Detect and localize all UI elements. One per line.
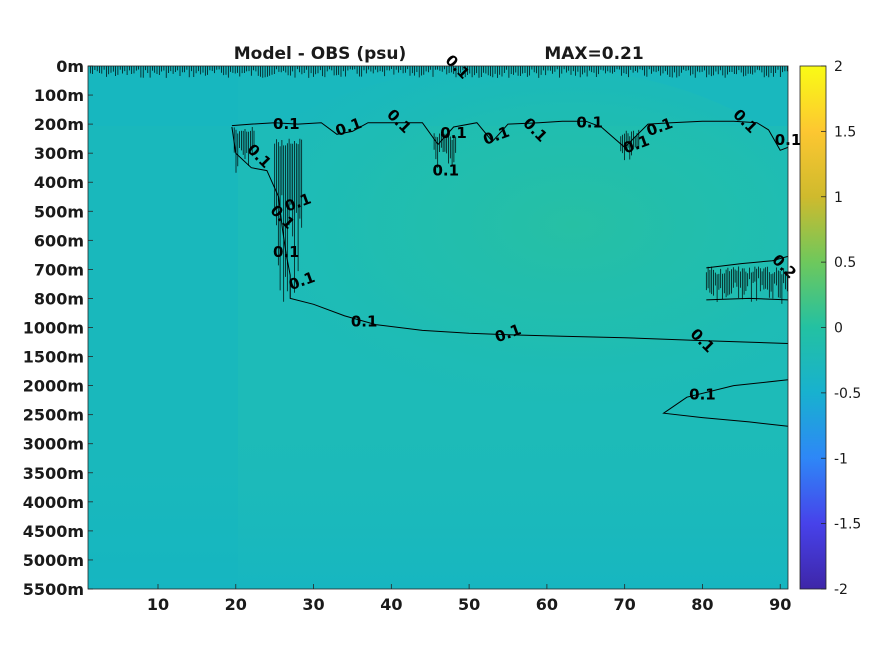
chart-title: Model - OBS (psu) xyxy=(234,44,407,64)
field-left-column xyxy=(88,66,238,589)
colorbar-tick-label: 2 xyxy=(834,59,843,75)
colorbar-tick-label: -0.5 xyxy=(834,386,861,402)
y-tick-label: 2500m xyxy=(23,406,84,425)
y-tick-label: 3500m xyxy=(23,464,84,483)
x-axis: 10 20 30 40 50 60 70 80 90 xyxy=(147,584,791,614)
colorbar-tick-label: 1 xyxy=(834,190,843,206)
colorbar-tick-label: -1 xyxy=(834,451,848,467)
x-tick-label: 50 xyxy=(458,595,480,614)
y-tick-label: 700m xyxy=(34,260,84,279)
contour-striations xyxy=(89,66,788,304)
y-tick-label: 400m xyxy=(34,173,84,192)
y-tick-label: 800m xyxy=(34,289,84,308)
x-tick-label: 40 xyxy=(380,595,402,614)
colorbar-tick-label: -2 xyxy=(834,582,848,598)
contour-label: 0.1 xyxy=(576,114,603,132)
contour-lines xyxy=(231,120,788,427)
y-tick-label: 500m xyxy=(34,202,84,221)
y-tick-label: 4500m xyxy=(23,522,84,541)
x-tick-label: 30 xyxy=(302,595,324,614)
y-tick-label: 0m xyxy=(56,57,84,76)
x-tick-label: 10 xyxy=(147,595,169,614)
field-deep-layer xyxy=(88,430,788,589)
y-tick-label: 1500m xyxy=(23,348,84,367)
y-tick-label: 1000m xyxy=(23,319,84,338)
deep-wedge-contour xyxy=(662,379,788,427)
colorbar-tick-label: 0 xyxy=(834,321,843,337)
y-tick-label: 5500m xyxy=(23,580,84,599)
colorbar-tick-label: 1.5 xyxy=(834,124,856,140)
contour-label: 0.1 xyxy=(432,162,459,180)
contour-label: 0.1 xyxy=(689,385,716,403)
right-box-bottom xyxy=(706,297,788,301)
heatmap-field xyxy=(88,66,788,589)
colorbar: 2 1.5 1 0.5 0 -0.5 -1 -1.5 -2 xyxy=(799,59,861,598)
colorbar-tick-label: 0.5 xyxy=(834,255,856,271)
y-tick-label: 5000m xyxy=(23,551,84,570)
x-tick-label: 90 xyxy=(769,595,791,614)
max-label: MAX=0.21 xyxy=(544,44,643,64)
left-wall-contour xyxy=(231,126,788,344)
contour-label: 0.1 xyxy=(440,124,467,142)
y-tick-label: 600m xyxy=(34,231,84,250)
colorbar-ticks: 2 1.5 1 0.5 0 -0.5 -1 -1.5 -2 xyxy=(821,59,861,598)
contour-label: 0.1 xyxy=(273,243,300,261)
x-tick-label: 80 xyxy=(691,595,713,614)
y-tick-label: 300m xyxy=(34,144,84,163)
y-tick-label: 3000m xyxy=(23,435,84,454)
y-tick-label: 2000m xyxy=(23,377,84,396)
colorbar-tick-label: -1.5 xyxy=(834,517,861,533)
y-axis: 0m 100m 200m 300m 400m 500m 600m 700m 800m 1000m 1… xyxy=(23,57,93,599)
contour-label: 0.1 xyxy=(273,115,300,133)
x-tick-label: 20 xyxy=(225,595,247,614)
y-tick-label: 100m xyxy=(34,86,84,105)
field-positive-anomaly xyxy=(190,66,788,445)
y-tick-label: 4000m xyxy=(23,493,84,512)
right-box-contour xyxy=(706,255,788,269)
x-tick-label: 60 xyxy=(536,595,558,614)
contour-noise xyxy=(89,66,788,304)
x-tick-label: 70 xyxy=(614,595,636,614)
upper-contour xyxy=(231,120,788,151)
y-tick-label: 200m xyxy=(34,115,84,134)
contour-label: 0.1 xyxy=(351,313,378,331)
